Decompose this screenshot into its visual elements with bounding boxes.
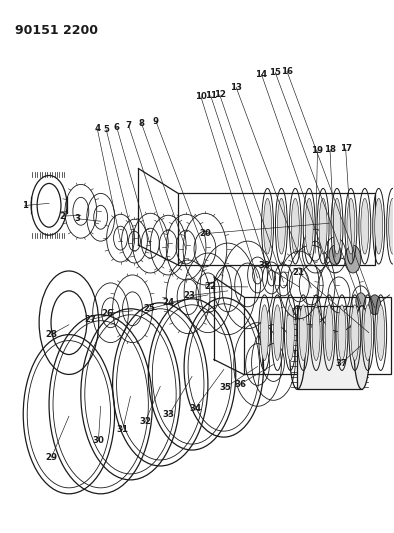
Bar [297, 306, 362, 389]
Text: 16: 16 [281, 67, 293, 76]
Text: 15: 15 [269, 68, 281, 77]
Ellipse shape [354, 306, 370, 389]
Bar [243, 297, 390, 375]
Text: 33: 33 [163, 410, 175, 419]
Ellipse shape [369, 295, 381, 315]
Ellipse shape [333, 198, 341, 254]
Ellipse shape [356, 293, 366, 309]
Ellipse shape [345, 245, 361, 273]
Text: 2: 2 [59, 212, 65, 221]
Text: 6: 6 [114, 123, 120, 132]
Text: 32: 32 [139, 417, 151, 426]
Ellipse shape [351, 305, 359, 360]
Text: 4: 4 [94, 124, 100, 133]
Ellipse shape [377, 305, 385, 360]
Text: 13: 13 [230, 83, 242, 92]
Text: 10: 10 [195, 92, 207, 101]
Text: 37: 37 [336, 359, 348, 367]
Text: 36: 36 [234, 379, 246, 389]
Text: 35: 35 [219, 383, 231, 392]
Text: 21: 21 [293, 268, 305, 277]
Text: 25: 25 [143, 304, 155, 313]
Text: 7: 7 [125, 121, 132, 130]
Text: 17: 17 [340, 144, 352, 154]
Ellipse shape [260, 305, 268, 360]
Bar [178, 193, 375, 265]
Text: 20: 20 [199, 229, 211, 238]
Ellipse shape [388, 198, 394, 254]
Ellipse shape [319, 198, 327, 254]
Text: 38: 38 [258, 261, 270, 270]
Text: 9: 9 [153, 117, 159, 126]
Text: 90151 2200: 90151 2200 [15, 25, 98, 37]
Ellipse shape [364, 305, 372, 360]
Ellipse shape [312, 305, 320, 360]
Text: 27: 27 [85, 315, 97, 324]
Text: 8: 8 [138, 119, 145, 128]
Text: 12: 12 [214, 90, 226, 99]
Ellipse shape [286, 305, 294, 360]
Text: 23: 23 [183, 291, 195, 300]
Text: 11: 11 [205, 91, 217, 100]
Text: 24: 24 [163, 298, 175, 307]
Text: 29: 29 [45, 453, 58, 462]
Ellipse shape [291, 198, 299, 254]
Text: 14: 14 [255, 70, 268, 79]
Ellipse shape [305, 198, 313, 254]
Text: 31: 31 [117, 425, 129, 434]
Ellipse shape [375, 198, 383, 254]
Text: 1: 1 [22, 201, 28, 210]
Text: 3: 3 [75, 214, 81, 223]
Ellipse shape [361, 198, 369, 254]
Ellipse shape [338, 305, 346, 360]
Text: 18: 18 [324, 146, 336, 155]
Ellipse shape [277, 198, 285, 254]
Ellipse shape [273, 305, 281, 360]
Ellipse shape [347, 198, 355, 254]
Text: 28: 28 [45, 330, 58, 339]
Ellipse shape [264, 198, 271, 254]
Text: 22: 22 [205, 282, 217, 291]
Text: 5: 5 [103, 125, 109, 134]
Ellipse shape [299, 305, 307, 360]
Text: 34: 34 [189, 404, 201, 413]
Text: 30: 30 [93, 436, 104, 445]
Text: 19: 19 [312, 147, 323, 156]
Text: 26: 26 [102, 309, 114, 318]
Ellipse shape [329, 245, 341, 265]
Ellipse shape [325, 305, 333, 360]
